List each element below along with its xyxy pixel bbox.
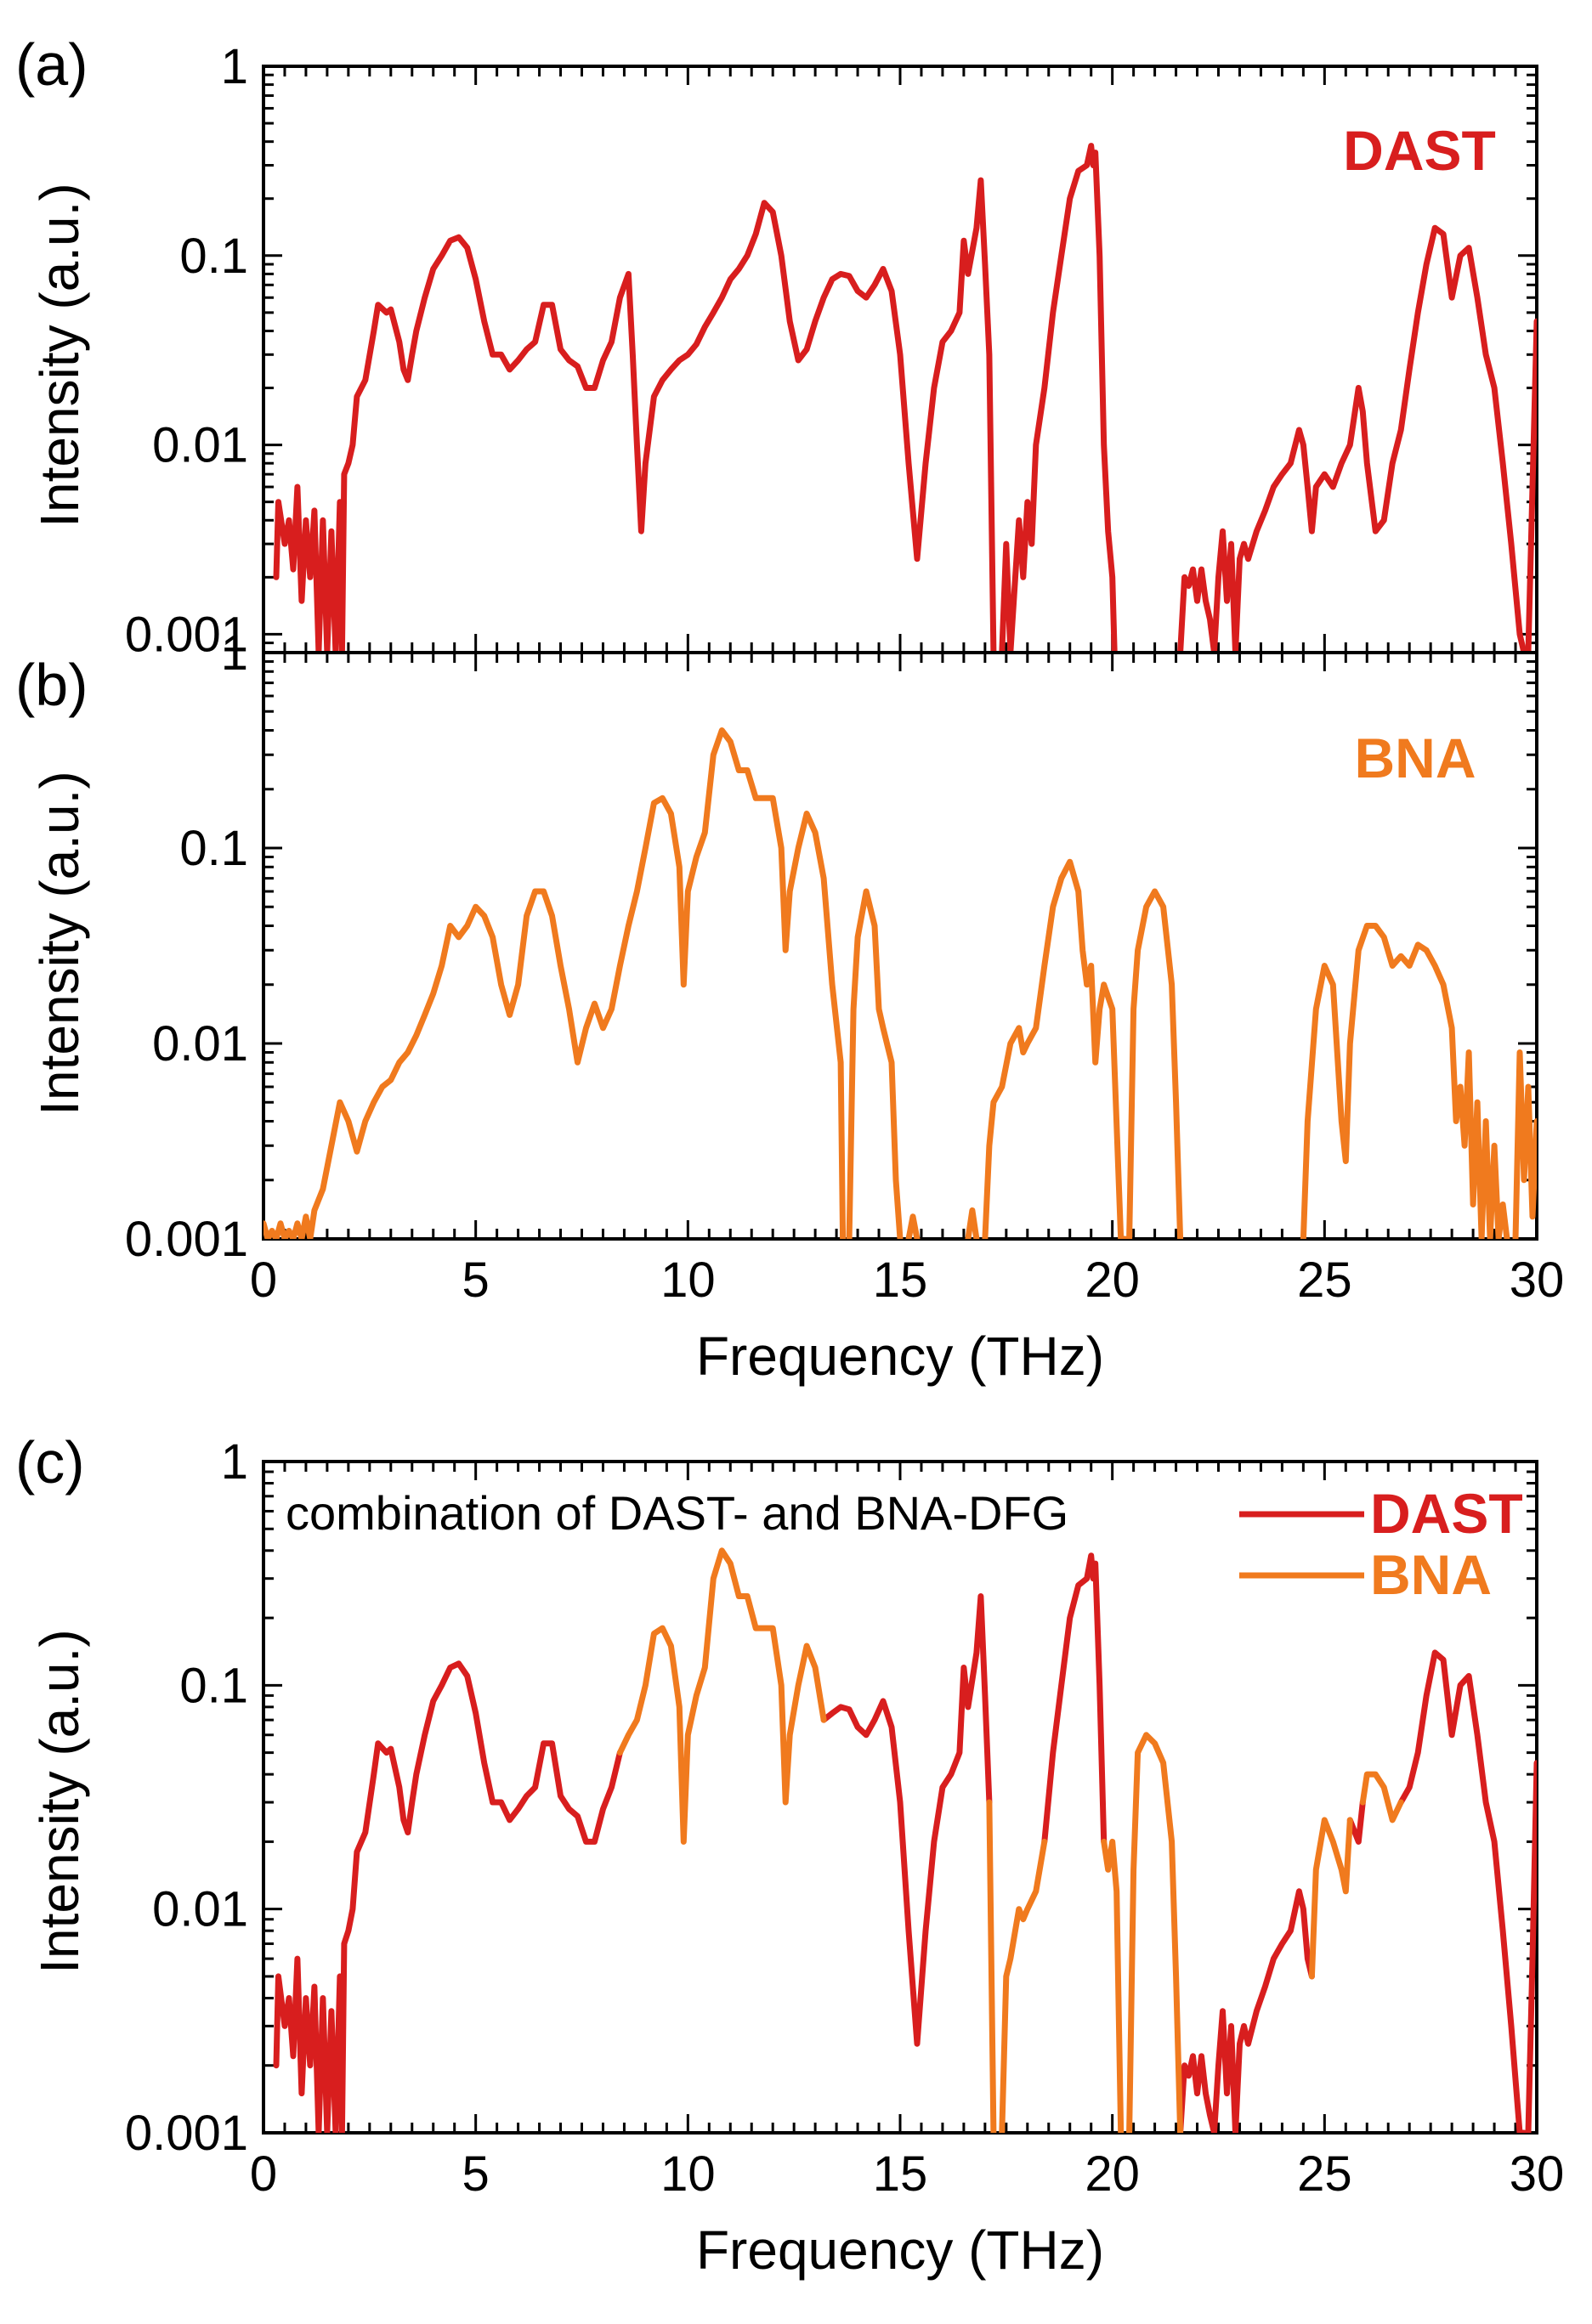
x-tick-label: 25	[1297, 2146, 1352, 2202]
x-tick-label: 5	[462, 1252, 490, 1308]
y-tick-label: 0.1	[179, 821, 248, 876]
x-tick-label: 10	[660, 1252, 716, 1308]
y-tick-label: 0.1	[179, 1658, 248, 1713]
panel-label: (c)	[15, 1429, 85, 1496]
series-label: BNA	[1355, 727, 1476, 789]
x-tick-label: 5	[462, 2146, 490, 2202]
panel-0: 0.001 0.01 0.1 1 Intensity (a.u.) (a) DAST	[15, 31, 1538, 662]
y-tick-label: 0.01	[152, 1882, 248, 1937]
x-tick-label: 0	[250, 2146, 277, 2202]
series-line-bna	[1101, 1838, 1125, 2133]
legend-label-dast: DAST	[1370, 1482, 1523, 1545]
y-tick-label: 0.001	[125, 1212, 248, 1267]
x-tick-label: 20	[1085, 1252, 1140, 1308]
series-line-bna	[1512, 1049, 1537, 1239]
annotation: combination of DAST- and BNA-DFG	[286, 1486, 1068, 1540]
series-line-bna	[982, 858, 1129, 1239]
y-axis-title: Intensity (a.u.)	[29, 1629, 90, 1974]
series-line-dast	[1177, 224, 1527, 653]
x-axis-title: Frequency (THz)	[696, 2219, 1104, 2281]
series-line-bna	[1359, 1771, 1404, 1824]
series-line-dast	[999, 143, 1118, 653]
series-line-bna	[1126, 888, 1184, 1239]
y-axis-title: Intensity (a.u.)	[29, 183, 90, 528]
series-line-bna	[263, 727, 847, 1239]
x-tick-label: 0	[250, 1252, 277, 1308]
y-tick-label: 1	[221, 1434, 248, 1490]
panel-label: (b)	[15, 652, 88, 718]
series-line-bna	[1126, 1732, 1184, 2133]
y-tick-label: 0.01	[152, 418, 248, 473]
series-label: DAST	[1343, 119, 1496, 182]
y-tick-label: 1	[221, 39, 248, 94]
series-line-dast	[1525, 1760, 1537, 2133]
series-line-dast	[1041, 1552, 1108, 1845]
series-line-bna	[905, 1213, 921, 1239]
x-tick-label: 30	[1510, 2146, 1565, 2202]
y-tick-label: 0.1	[179, 229, 248, 284]
x-tick-label: 10	[660, 2146, 716, 2202]
series-line-bna	[846, 888, 904, 1239]
y-tick-label: 0.01	[152, 1016, 248, 1072]
series-line-bna	[999, 1838, 1048, 2133]
series-line-dast	[273, 1660, 623, 2133]
y-axis-title: Intensity (a.u.)	[29, 771, 90, 1116]
x-tick-label: 25	[1297, 1252, 1352, 1308]
series-line-bna	[965, 1207, 980, 1239]
series-line-dast	[1525, 318, 1537, 653]
series-line-dast	[1346, 1799, 1366, 1845]
series-line-bna	[616, 1547, 827, 1845]
x-tick-label: 15	[873, 2146, 928, 2202]
x-tick-label: 15	[873, 1252, 928, 1308]
series-line-bna	[1308, 1817, 1353, 1980]
y-tick-label: 0.001	[125, 607, 248, 662]
y-tick-label: 0.001	[125, 2106, 248, 2161]
x-axis-title: Frequency (THz)	[696, 1326, 1104, 1387]
x-tick-label: 30	[1510, 1252, 1565, 1308]
panel-label: (a)	[15, 31, 88, 98]
legend-label-bna: BNA	[1370, 1543, 1492, 1606]
series-line-dast	[820, 1593, 993, 2047]
y-tick-label: 1	[221, 625, 248, 681]
series-line-bna	[1300, 923, 1510, 1239]
series-line-dast	[1177, 1888, 1315, 2133]
series-line-dast	[273, 177, 997, 653]
series-line-dast	[1397, 1649, 1527, 2133]
series-line-bna	[986, 1799, 997, 2133]
x-tick-label: 20	[1085, 2146, 1140, 2202]
